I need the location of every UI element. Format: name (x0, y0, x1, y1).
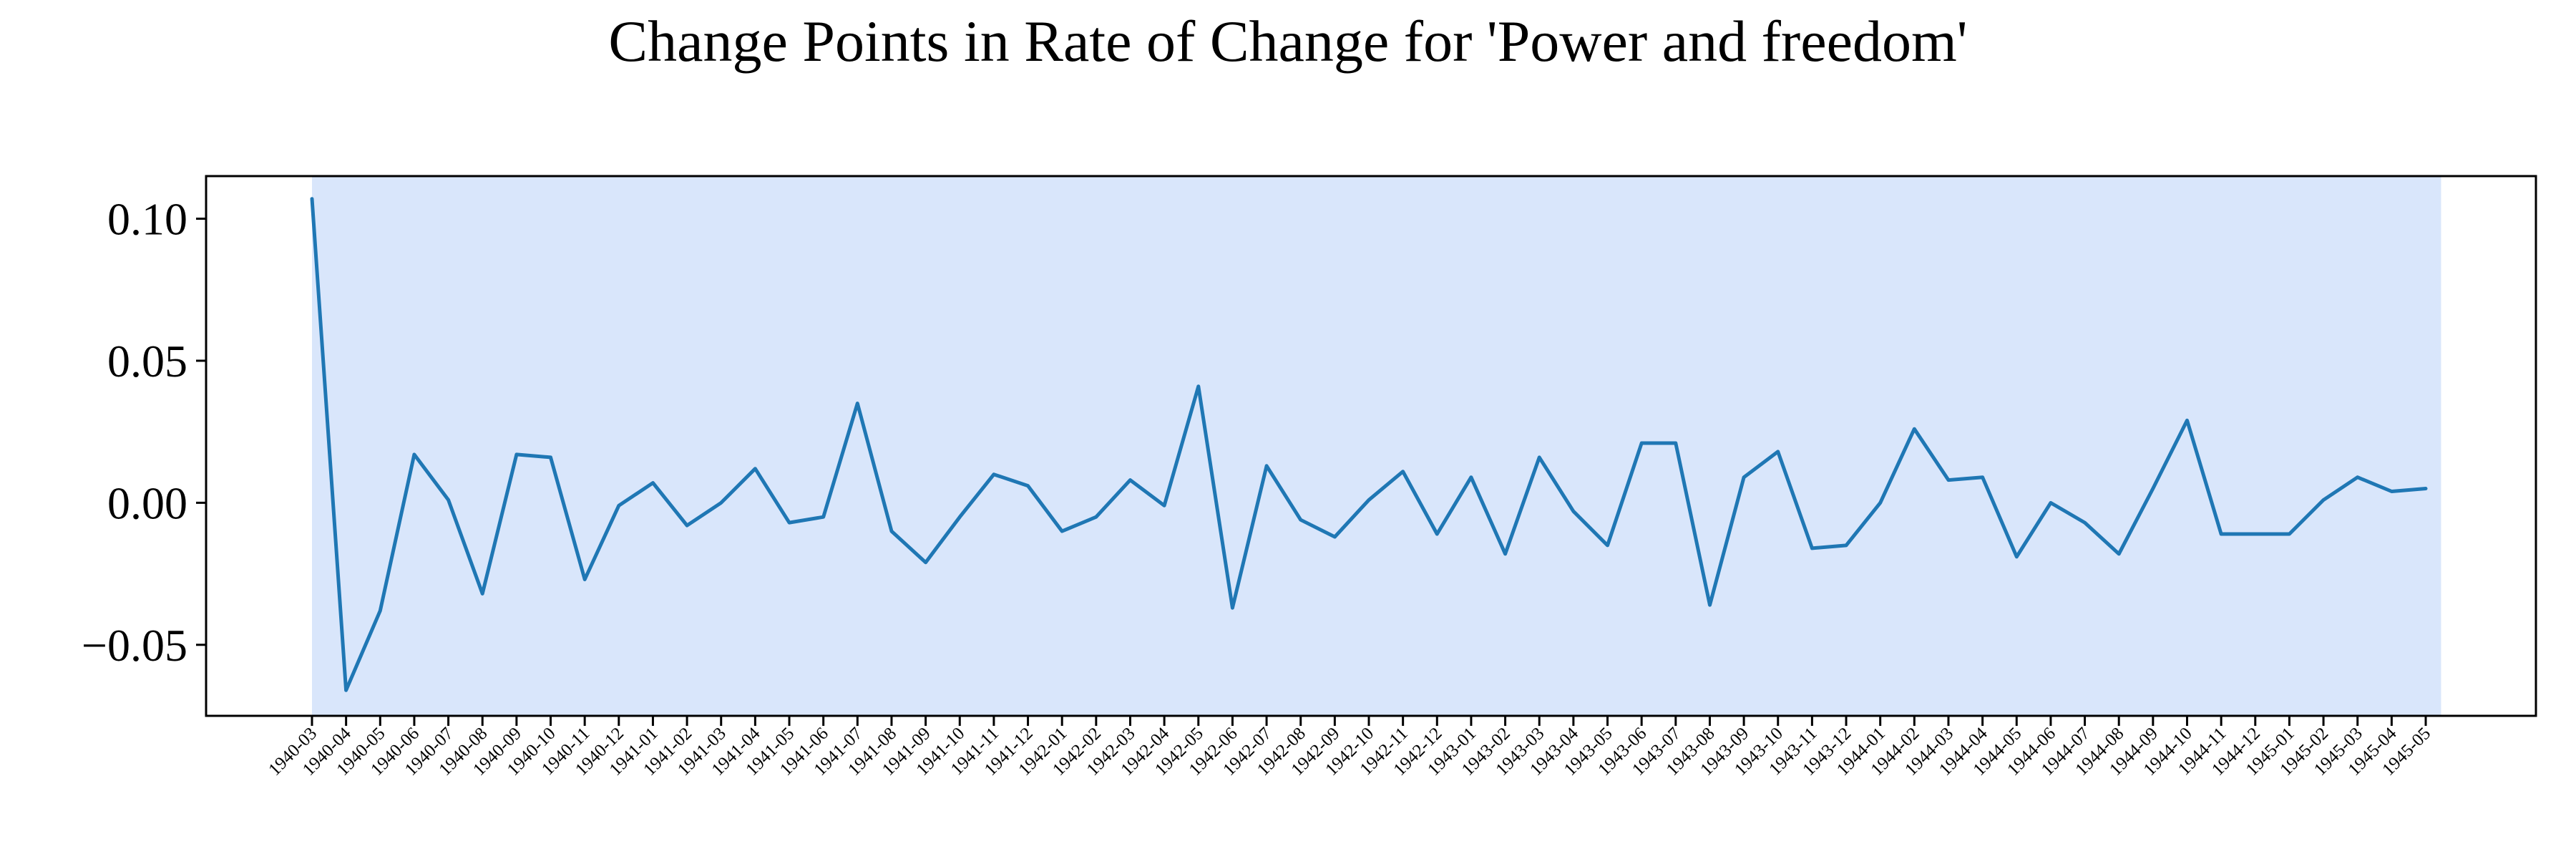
axes-frame (205, 175, 2537, 717)
y-tick-label: 0.00 (107, 477, 187, 528)
y-tick-label: 0.05 (107, 336, 187, 387)
y-tick-label: −0.05 (82, 620, 187, 671)
change-point-span (312, 176, 2441, 716)
series-line (310, 197, 2428, 692)
chart-title: Change Points in Rate of Change for 'Pow… (608, 9, 1967, 74)
y-tick-label: 0.10 (107, 194, 187, 245)
plot-area: −0.050.000.050.101940-031940-041940-0519… (82, 175, 2537, 780)
